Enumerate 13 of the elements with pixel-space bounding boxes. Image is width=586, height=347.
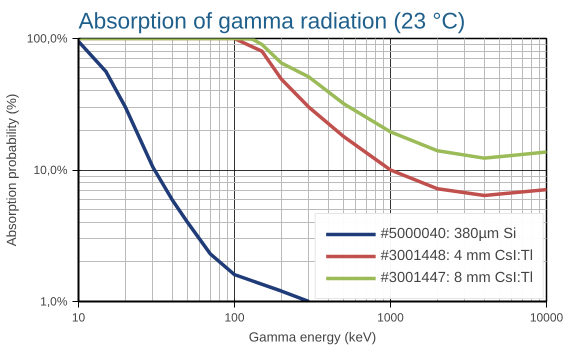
- x-tick-label: 100: [224, 310, 245, 324]
- legend-label: #5000040: 380µm Si: [380, 226, 516, 242]
- y-tick-label: 100,0%: [26, 32, 68, 46]
- x-tick-label: 1000: [377, 310, 404, 324]
- y-tick-label: 1,0%: [40, 294, 68, 308]
- y-tick-label: 10,0%: [33, 163, 68, 177]
- chart-title: Absorption of gamma radiation (23 °C): [78, 8, 466, 34]
- x-axis-title: Gamma energy (keV): [248, 330, 376, 344]
- x-tick-label: 10000: [530, 310, 564, 324]
- x-tick-label: 10: [72, 310, 86, 324]
- y-axis-title: Absorption probability (%): [4, 94, 19, 246]
- legend-label: #3001448: 4 mm CsI:Tl: [380, 248, 533, 264]
- legend-label: #3001447: 8 mm CsI:Tl: [380, 270, 533, 286]
